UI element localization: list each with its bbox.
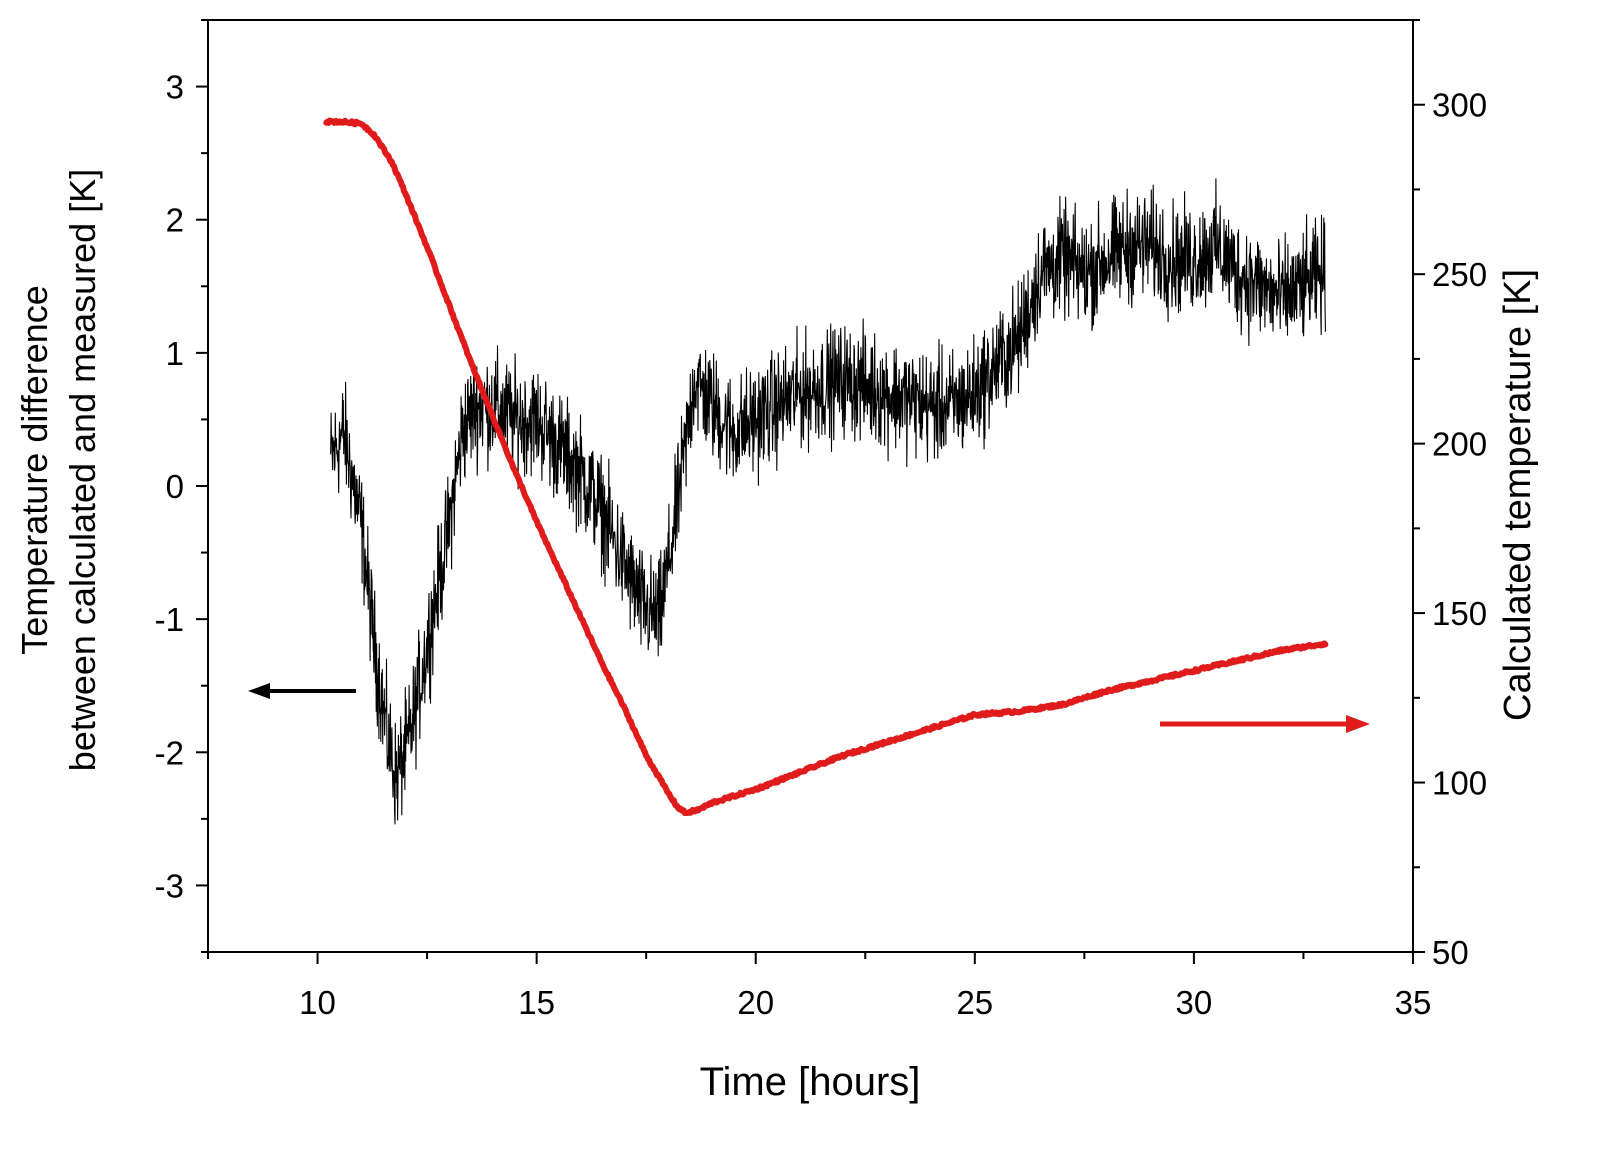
x-tick-label: 20 xyxy=(737,984,774,1021)
calculated-temperature-line xyxy=(323,117,1329,817)
x-tick-label: 10 xyxy=(299,984,336,1021)
arrows-layer xyxy=(248,683,1370,733)
x-tick-label: 25 xyxy=(956,984,993,1021)
y-left-tick-label: -2 xyxy=(155,734,184,771)
left-axis-arrow-head xyxy=(248,683,270,699)
x-tick-label: 15 xyxy=(518,984,555,1021)
x-tick-label: 30 xyxy=(1176,984,1213,1021)
y-left-tick-label: 3 xyxy=(166,69,184,106)
y-left-axis-title-line2: between calculated and measured [K] xyxy=(62,169,103,771)
y-right-tick-label: 150 xyxy=(1432,595,1487,632)
series-layer xyxy=(323,117,1329,825)
y-right-tick-label: 200 xyxy=(1432,426,1487,463)
x-tick-label: 35 xyxy=(1395,984,1432,1021)
y-right-tick-label: 50 xyxy=(1432,934,1469,971)
y-left-tick-label: 1 xyxy=(166,335,184,372)
y-left-tick-label: -1 xyxy=(155,601,184,638)
y-right-tick-label: 250 xyxy=(1432,256,1487,293)
y-right-axis-title: Calculated temperature [K] xyxy=(1497,269,1539,721)
x-axis-title: Time [hours] xyxy=(700,1060,921,1104)
y-left-tick-label: -3 xyxy=(155,867,184,904)
temperature-difference-line xyxy=(330,178,1326,825)
y-left-tick-label: 0 xyxy=(166,468,184,505)
right-axis-arrow-head xyxy=(1346,715,1370,733)
y-right-tick-label: 300 xyxy=(1432,87,1487,124)
y-right-tick-label: 100 xyxy=(1432,765,1487,802)
y-left-axis-title-line1: Temperature difference xyxy=(14,285,55,655)
y-left-axis-title: Temperature difference between calculate… xyxy=(14,169,103,771)
y-left-tick-label: 2 xyxy=(166,202,184,239)
